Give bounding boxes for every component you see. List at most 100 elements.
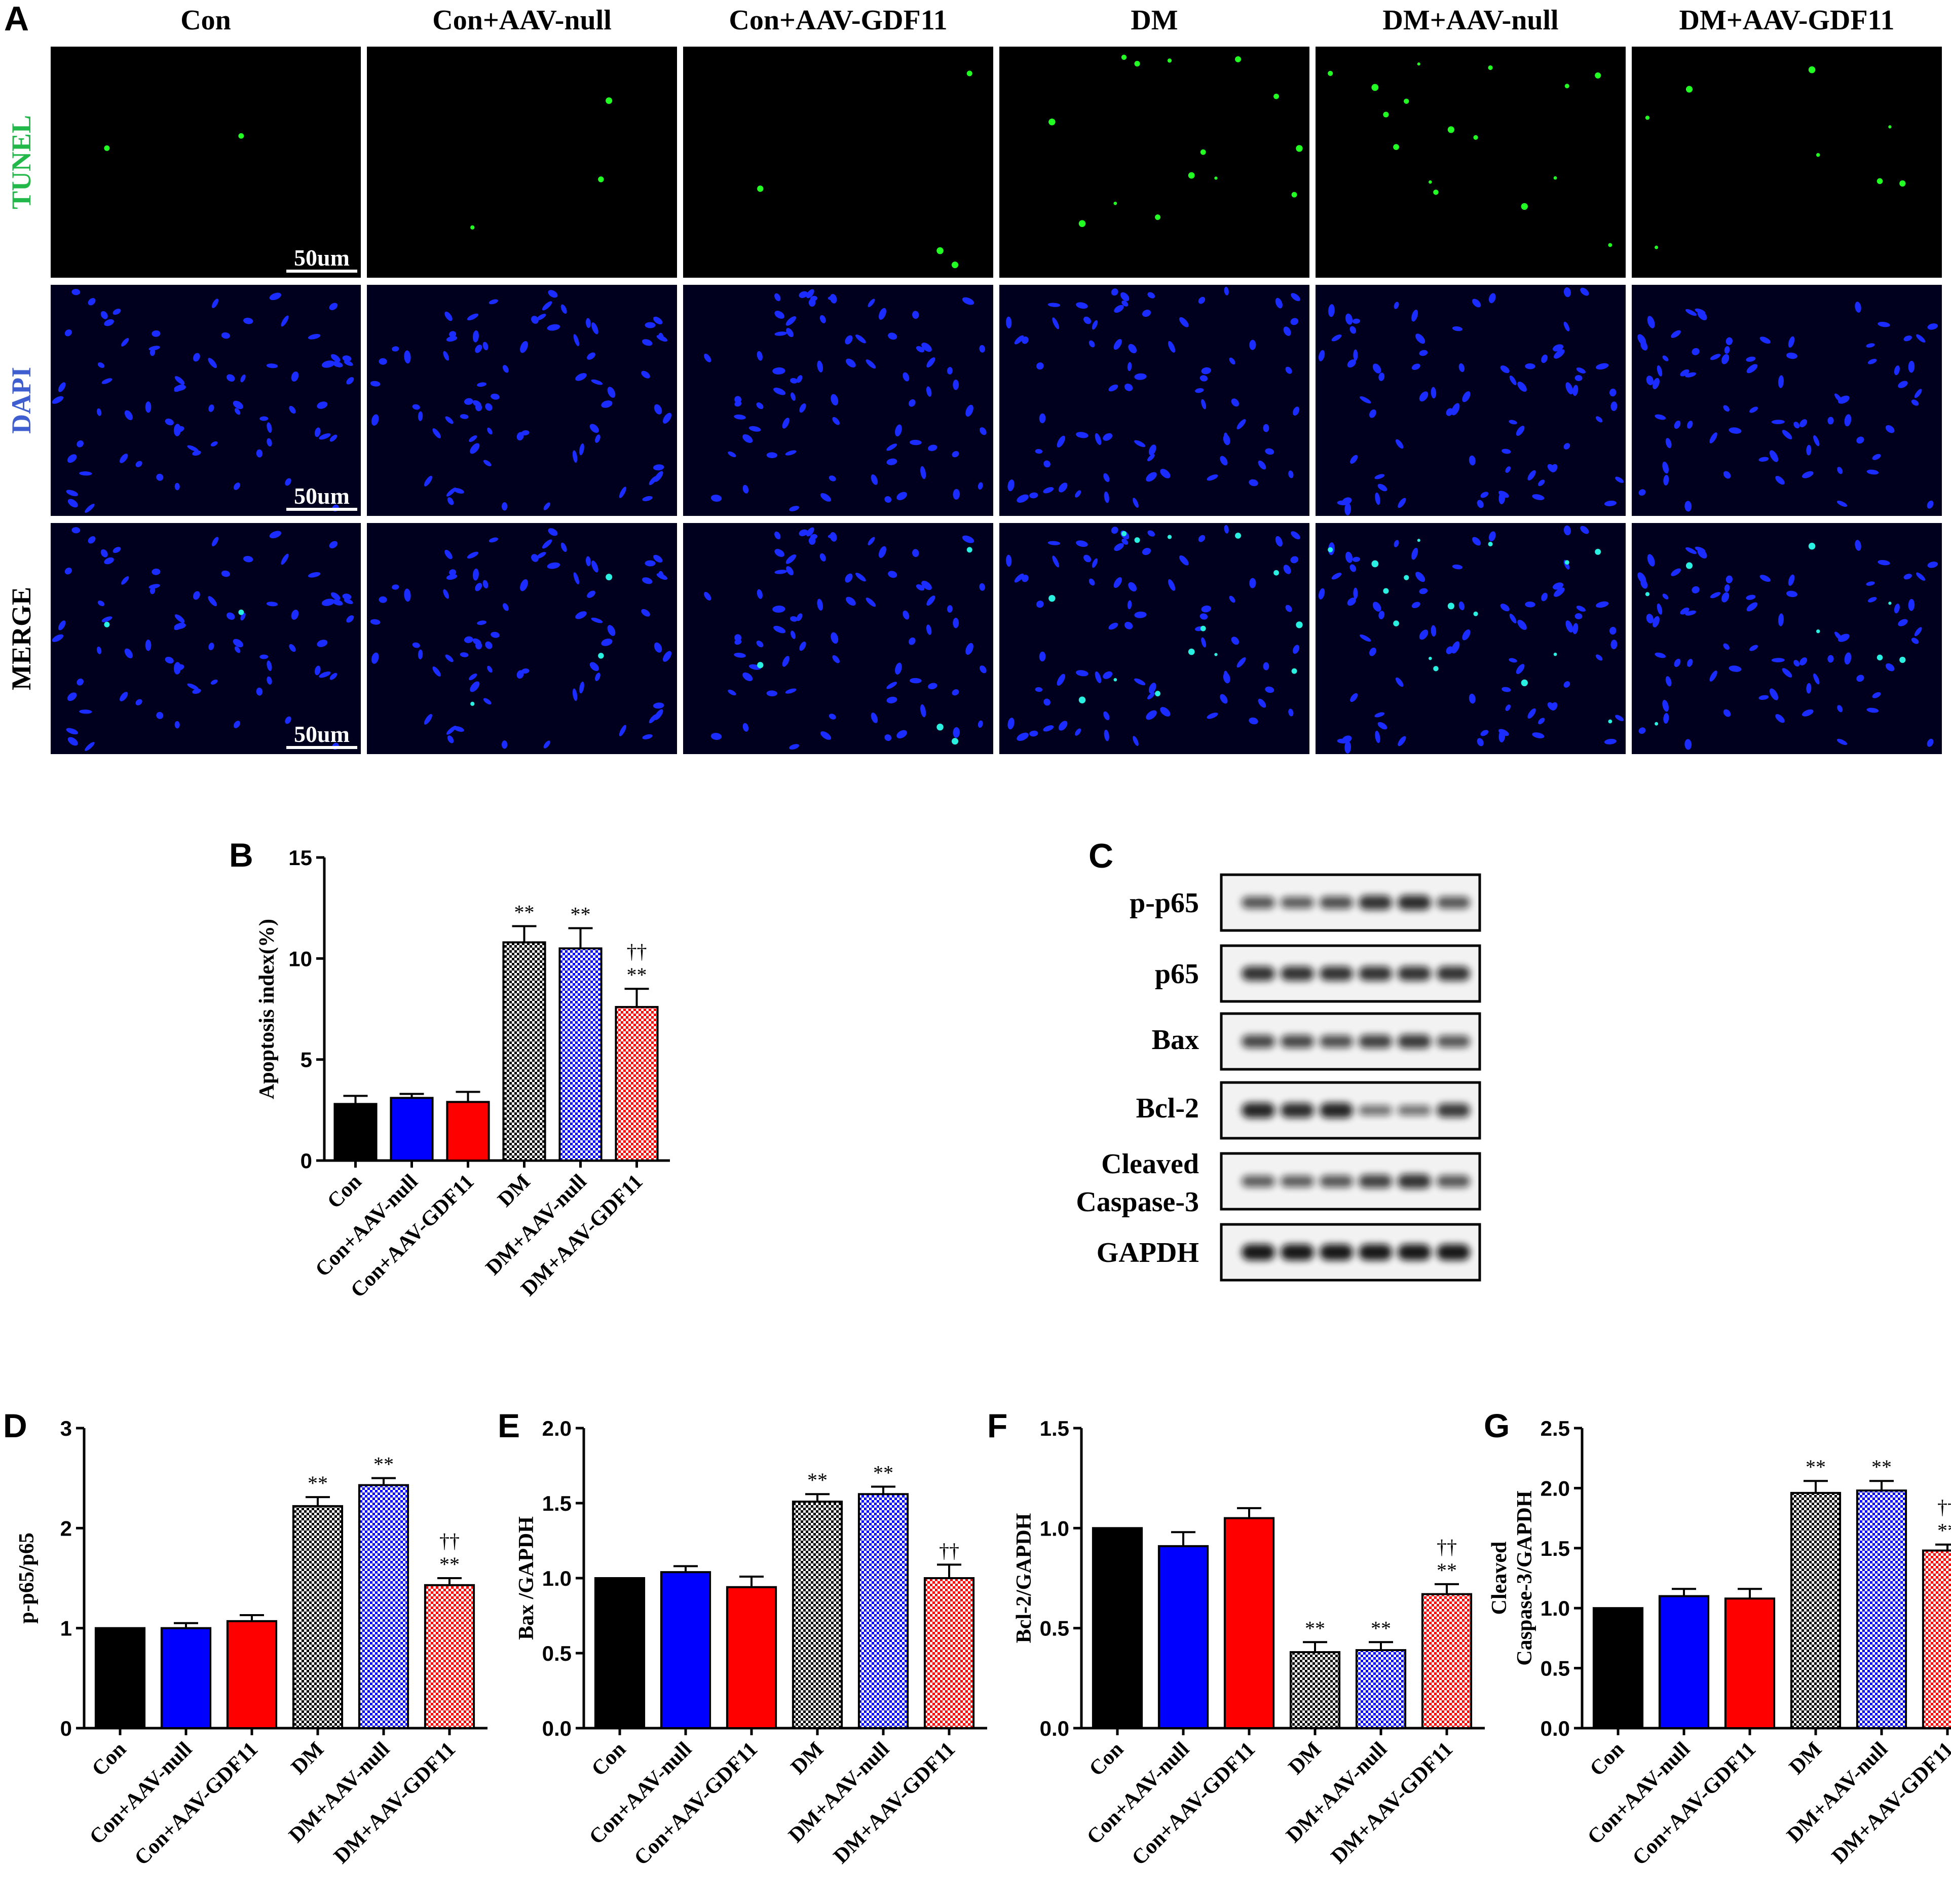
x-tick-label-con-aav-gdf11: Con+AAV-GDF11 [130, 1738, 262, 1870]
y-tick-label: 3 [60, 1416, 72, 1440]
significance-stars: ** [627, 963, 647, 986]
significance-stars: ** [1806, 1455, 1826, 1478]
significance-stars: ** [1371, 1617, 1391, 1639]
significance-stars: ** [807, 1469, 828, 1491]
panel-letter-g: G [1484, 1407, 1510, 1444]
bar-con-aav-gdf11 [726, 1586, 777, 1729]
panel-letter-e: E [498, 1407, 520, 1444]
blot-label-p65: p65 [1155, 958, 1199, 990]
x-tick-label-con-aav-gdf11: Con+AAV-GDF11 [1128, 1738, 1260, 1870]
blot-label-bax: Bax [1152, 1024, 1199, 1056]
significance-stars: ** [308, 1472, 328, 1495]
significance-stars: ** [1305, 1617, 1325, 1639]
significance-stars: ** [1871, 1455, 1892, 1478]
y-axis-label: Bcl-2/GAPDH [1012, 1513, 1036, 1644]
bar-con-aav-null [1157, 1545, 1209, 1729]
blot-strip-p-p65 [1220, 873, 1481, 932]
bar-con [94, 1627, 146, 1730]
column-header-con-aav-null: Con+AAV-null [432, 5, 612, 36]
bar-con-aav-gdf11 [446, 1101, 490, 1162]
y-axis-label-line: Caspase-3/GAPDH [1513, 1490, 1536, 1665]
y-tick-label: 1.5 [1541, 1537, 1570, 1560]
x-tick-label-con: Con [323, 1170, 366, 1213]
bar-con-aav-null [1658, 1595, 1710, 1730]
tile-tunel-dm-aav-null [1316, 47, 1626, 278]
y-tick-label: 1.0 [542, 1566, 572, 1590]
significance-stars: ** [1437, 1559, 1457, 1582]
y-tick-label: 2 [60, 1516, 72, 1540]
y-axis-label: Apoptosis index(%) [255, 919, 279, 1099]
bar-con [1592, 1607, 1644, 1729]
x-tick-label-con: Con [1586, 1738, 1629, 1781]
x-tick-label-con-aav-gdf11: Con+AAV-GDF11 [1628, 1738, 1760, 1870]
y-tick-label: 0.0 [1040, 1716, 1069, 1740]
tile-merge-con-aav-gdf11 [683, 523, 993, 754]
svg-text:50um: 50um [294, 483, 350, 509]
significance-stars: ** [439, 1553, 460, 1576]
tile-merge-dm-aav-gdf11 [1632, 523, 1942, 754]
blot-strips [1220, 873, 1481, 1282]
blot-strip-p65 [1220, 944, 1481, 1003]
row-label-tunel: TUNEL [6, 115, 36, 209]
panel-letter-b: B [229, 836, 253, 874]
chart-b-apoptosis-index: B 0 5 10 15 Apoptosis index(%) ConCon+AAV-nul… [229, 836, 670, 1302]
significance-stars: ** [1937, 1519, 1951, 1542]
y-tick-label: 5 [301, 1048, 312, 1072]
tile-merge-dm [999, 523, 1309, 754]
y-tick-label: 0.0 [1541, 1716, 1570, 1740]
bar-con [1092, 1527, 1143, 1729]
chart-f-bcl2-ratio: F 0.00.51.01.5Bcl-2/GAPDHConCon+AAV-null… [987, 1407, 1485, 1870]
y-axis-label: p-p65/p65 [15, 1533, 39, 1624]
y-tick-label: 2.0 [1541, 1476, 1570, 1500]
y-tick-label: 2.5 [1541, 1416, 1570, 1440]
x-tick-label-con: Con [587, 1738, 630, 1781]
blot-strip-gapdh [1220, 1223, 1481, 1282]
bar-dm-aav-gdf11 [615, 1006, 659, 1162]
row-label-dapi: DAPI [6, 367, 36, 434]
x-tick-label-dm-aav-gdf11: DM+AAV-GDF11 [1327, 1738, 1457, 1869]
significance-stars: ** [373, 1453, 394, 1476]
bar-con-aav-null [390, 1097, 434, 1162]
bar-dm [1289, 1651, 1341, 1729]
panel-letter-f: F [987, 1407, 1007, 1444]
significance-daggers: †† [1937, 1496, 1951, 1519]
x-tick-label-dm: DM [1284, 1738, 1326, 1779]
tile-tunel-dm [999, 47, 1309, 278]
svg-text:50um: 50um [294, 721, 350, 747]
y-tick-label: 0.5 [542, 1641, 572, 1665]
bar-dm-aav-gdf11 [424, 1584, 475, 1729]
bar-dm-aav-null [857, 1493, 909, 1729]
tile-tunel-dm-aav-gdf11 [1632, 47, 1942, 278]
blot-label-caspase-3: Caspase-3 [1076, 1186, 1199, 1218]
x-tick-label-dm-aav-gdf11: DM+AAV-GDF11 [1827, 1738, 1951, 1869]
significance-stars: ** [571, 903, 591, 926]
panel-c-western-blot: C p-p65 p65 Bax Bcl-2 Cleaved Caspase-3 GAPDH [1076, 837, 1481, 1282]
column-header-dm-aav-null: DM+AAV-null [1382, 5, 1558, 36]
bar-dm-aav-null [1856, 1489, 1907, 1729]
y-tick-label: 1 [60, 1617, 72, 1640]
y-tick-label: 15 [288, 846, 312, 870]
column-header-dm-aav-gdf11: DM+AAV-GDF11 [1679, 5, 1895, 36]
panel-a-column-headers: Con Con+AAV-null Con+AAV-GDF11 DM DM+AAV-nul… [180, 5, 1894, 36]
x-tick-label-con-aav-gdf11: Con+AAV-GDF11 [630, 1738, 762, 1870]
tile-tunel-con-aav-gdf11 [683, 47, 993, 278]
tile-dapi-con-aav-gdf11 [683, 285, 993, 516]
column-header-con-aav-gdf11: Con+AAV-GDF11 [729, 5, 947, 36]
y-axis-label-line: Cleaved [1488, 1542, 1511, 1615]
blot-label-bcl-2: Bcl-2 [1136, 1093, 1199, 1124]
y-tick-label: 2.0 [542, 1416, 572, 1440]
bar-dm [1790, 1491, 1842, 1730]
significance-stars: ** [514, 901, 535, 924]
blot-strip-bcl-2 [1220, 1081, 1481, 1140]
bar-dm-aav-null [358, 1484, 409, 1729]
bar-dm-aav-null [1355, 1649, 1407, 1730]
chart-d-p-p65-ratio: D 0123p-p65/p65ConCon+AAV-nullCon+AAV-GD… [3, 1407, 487, 1870]
bar-dm-aav-gdf11 [923, 1577, 975, 1729]
bar-dm [502, 941, 546, 1162]
y-tick-label: 0 [301, 1149, 312, 1173]
bar-con-aav-null [660, 1571, 711, 1729]
blot-labels: p-p65 p65 Bax Bcl-2 Cleaved Caspase-3 GAPDH [1076, 887, 1199, 1268]
scale-bar: 50um [286, 483, 357, 511]
